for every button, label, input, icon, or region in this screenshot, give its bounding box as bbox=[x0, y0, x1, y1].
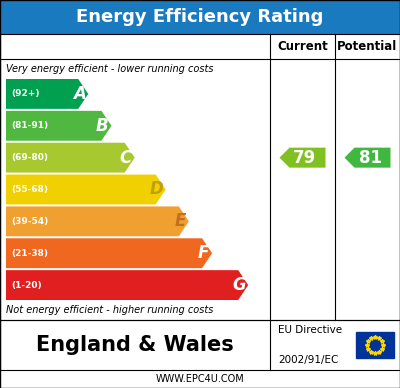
Text: 81: 81 bbox=[358, 149, 382, 166]
Polygon shape bbox=[6, 111, 112, 141]
Text: F: F bbox=[197, 244, 209, 262]
Polygon shape bbox=[280, 148, 326, 168]
Polygon shape bbox=[6, 270, 248, 300]
Text: D: D bbox=[150, 180, 164, 199]
Text: England & Wales: England & Wales bbox=[36, 335, 234, 355]
Polygon shape bbox=[6, 238, 212, 268]
Bar bbox=[356, 332, 394, 358]
Text: (1-20): (1-20) bbox=[11, 281, 42, 289]
Text: Current: Current bbox=[277, 40, 328, 53]
Text: (39-54): (39-54) bbox=[11, 217, 48, 226]
Polygon shape bbox=[344, 148, 390, 168]
Text: (55-68): (55-68) bbox=[11, 185, 48, 194]
Bar bbox=[0, 0, 400, 34]
Bar bbox=[0, 34, 400, 320]
Polygon shape bbox=[6, 175, 166, 204]
Text: 79: 79 bbox=[293, 149, 317, 166]
Bar bbox=[0, 320, 400, 370]
Text: Potential: Potential bbox=[337, 40, 398, 53]
Text: (21-38): (21-38) bbox=[11, 249, 48, 258]
Bar bbox=[0, 320, 400, 370]
Bar bbox=[0, 34, 400, 59]
Polygon shape bbox=[6, 79, 88, 109]
Text: Very energy efficient - lower running costs: Very energy efficient - lower running co… bbox=[6, 64, 214, 74]
Text: Not energy efficient - higher running costs: Not energy efficient - higher running co… bbox=[6, 305, 213, 315]
Text: E: E bbox=[174, 212, 186, 230]
Text: 2002/91/EC: 2002/91/EC bbox=[278, 355, 338, 365]
Text: A: A bbox=[73, 85, 86, 103]
Text: C: C bbox=[120, 149, 132, 166]
Text: (92+): (92+) bbox=[11, 89, 40, 99]
Text: (81-91): (81-91) bbox=[11, 121, 48, 130]
Text: WWW.EPC4U.COM: WWW.EPC4U.COM bbox=[156, 374, 244, 384]
Text: Energy Efficiency Rating: Energy Efficiency Rating bbox=[76, 8, 324, 26]
Polygon shape bbox=[6, 206, 189, 236]
Text: B: B bbox=[96, 117, 109, 135]
Text: EU Directive: EU Directive bbox=[278, 325, 342, 335]
Text: (69-80): (69-80) bbox=[11, 153, 48, 162]
Text: G: G bbox=[232, 276, 246, 294]
Polygon shape bbox=[6, 143, 135, 173]
